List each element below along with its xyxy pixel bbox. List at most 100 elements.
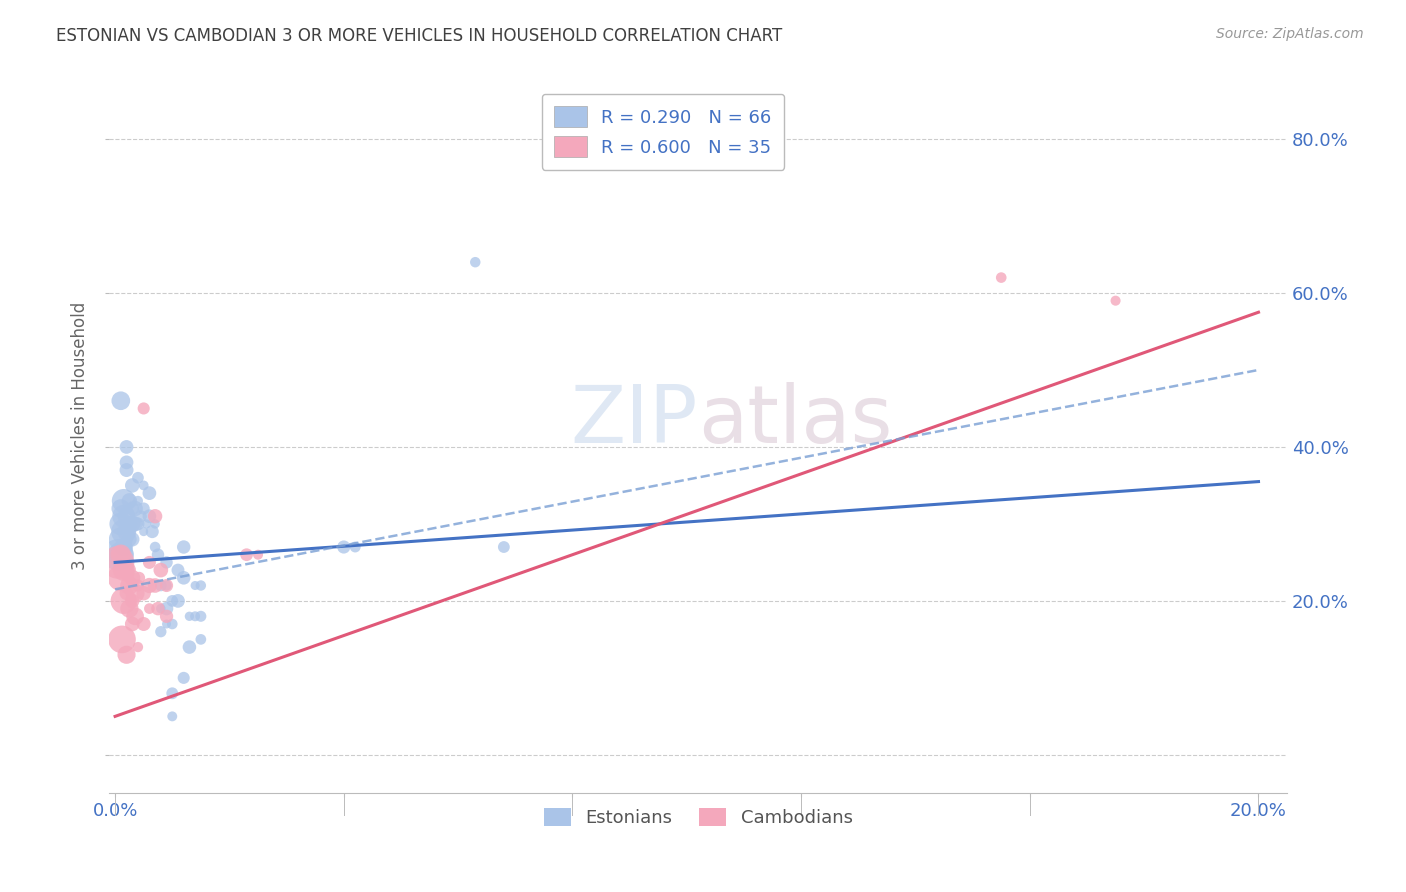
Point: [127, 516, 149, 531]
Point: [155, 578, 177, 592]
Point: [179, 609, 201, 624]
Point: [118, 516, 141, 531]
Point: [111, 632, 134, 647]
Point: [1104, 293, 1126, 308]
Point: [112, 509, 135, 524]
Point: [162, 686, 184, 700]
Point: [155, 609, 177, 624]
Point: [138, 486, 160, 500]
Point: [184, 578, 207, 592]
Point: [464, 255, 486, 269]
Point: [138, 509, 160, 524]
Point: [112, 563, 135, 577]
Point: [107, 548, 129, 562]
Point: [115, 540, 138, 554]
Point: [115, 463, 138, 477]
Text: Source: ZipAtlas.com: Source: ZipAtlas.com: [1216, 27, 1364, 41]
Point: [124, 501, 146, 516]
Point: [190, 578, 212, 592]
Point: [138, 578, 160, 592]
Point: [115, 648, 138, 662]
Point: [121, 478, 143, 492]
Point: [155, 617, 177, 632]
Point: [110, 516, 132, 531]
Point: [110, 501, 132, 516]
Point: [112, 493, 135, 508]
Point: [149, 563, 172, 577]
Point: [115, 586, 138, 600]
Point: [132, 586, 155, 600]
Point: [129, 509, 152, 524]
Point: [110, 548, 132, 562]
Point: [235, 548, 257, 562]
Point: [173, 540, 195, 554]
Point: [115, 524, 138, 539]
Point: [173, 571, 195, 585]
Point: [146, 601, 169, 615]
Point: [155, 556, 177, 570]
Text: ESTONIAN VS CAMBODIAN 3 OR MORE VEHICLES IN HOUSEHOLD CORRELATION CHART: ESTONIAN VS CAMBODIAN 3 OR MORE VEHICLES…: [56, 27, 783, 45]
Point: [179, 640, 201, 654]
Point: [127, 471, 149, 485]
Point: [127, 493, 149, 508]
Point: [344, 540, 367, 554]
Point: [149, 624, 172, 639]
Point: [118, 601, 141, 615]
Point: [184, 609, 207, 624]
Point: [112, 524, 135, 539]
Point: [190, 632, 212, 647]
Y-axis label: 3 or more Vehicles in Household: 3 or more Vehicles in Household: [72, 301, 89, 569]
Point: [107, 556, 129, 570]
Text: atlas: atlas: [699, 382, 893, 460]
Point: [132, 617, 155, 632]
Point: [124, 586, 146, 600]
Point: [118, 533, 141, 547]
Point: [333, 540, 356, 554]
Point: [162, 709, 184, 723]
Point: [190, 609, 212, 624]
Point: [141, 524, 163, 539]
Point: [118, 493, 141, 508]
Point: [132, 501, 155, 516]
Point: [138, 601, 160, 615]
Point: [115, 563, 138, 577]
Point: [155, 601, 177, 615]
Point: [167, 563, 190, 577]
Point: [110, 533, 132, 547]
Text: ZIP: ZIP: [571, 382, 699, 460]
Point: [132, 401, 155, 416]
Point: [128, 571, 150, 585]
Point: [110, 571, 132, 585]
Point: [162, 594, 184, 608]
Point: [132, 524, 155, 539]
Point: [990, 270, 1012, 285]
Point: [127, 578, 149, 592]
Point: [162, 617, 184, 632]
Point: [149, 601, 172, 615]
Point: [124, 516, 146, 531]
Point: [135, 516, 157, 531]
Point: [121, 533, 143, 547]
Point: [132, 478, 155, 492]
Point: [110, 393, 132, 408]
Point: [138, 556, 160, 570]
Point: [143, 516, 166, 531]
Point: [121, 594, 143, 608]
Point: [492, 540, 515, 554]
Point: [149, 578, 172, 592]
Point: [112, 594, 135, 608]
Point: [143, 578, 166, 592]
Point: [121, 516, 143, 531]
Point: [146, 548, 169, 562]
Point: [124, 609, 146, 624]
Point: [115, 440, 138, 454]
Point: [110, 548, 132, 562]
Point: [118, 578, 141, 592]
Point: [121, 501, 143, 516]
Point: [143, 509, 166, 524]
Legend: Estonians, Cambodians: Estonians, Cambodians: [537, 801, 860, 834]
Point: [121, 571, 143, 585]
Point: [115, 509, 138, 524]
Point: [247, 548, 270, 562]
Point: [127, 640, 149, 654]
